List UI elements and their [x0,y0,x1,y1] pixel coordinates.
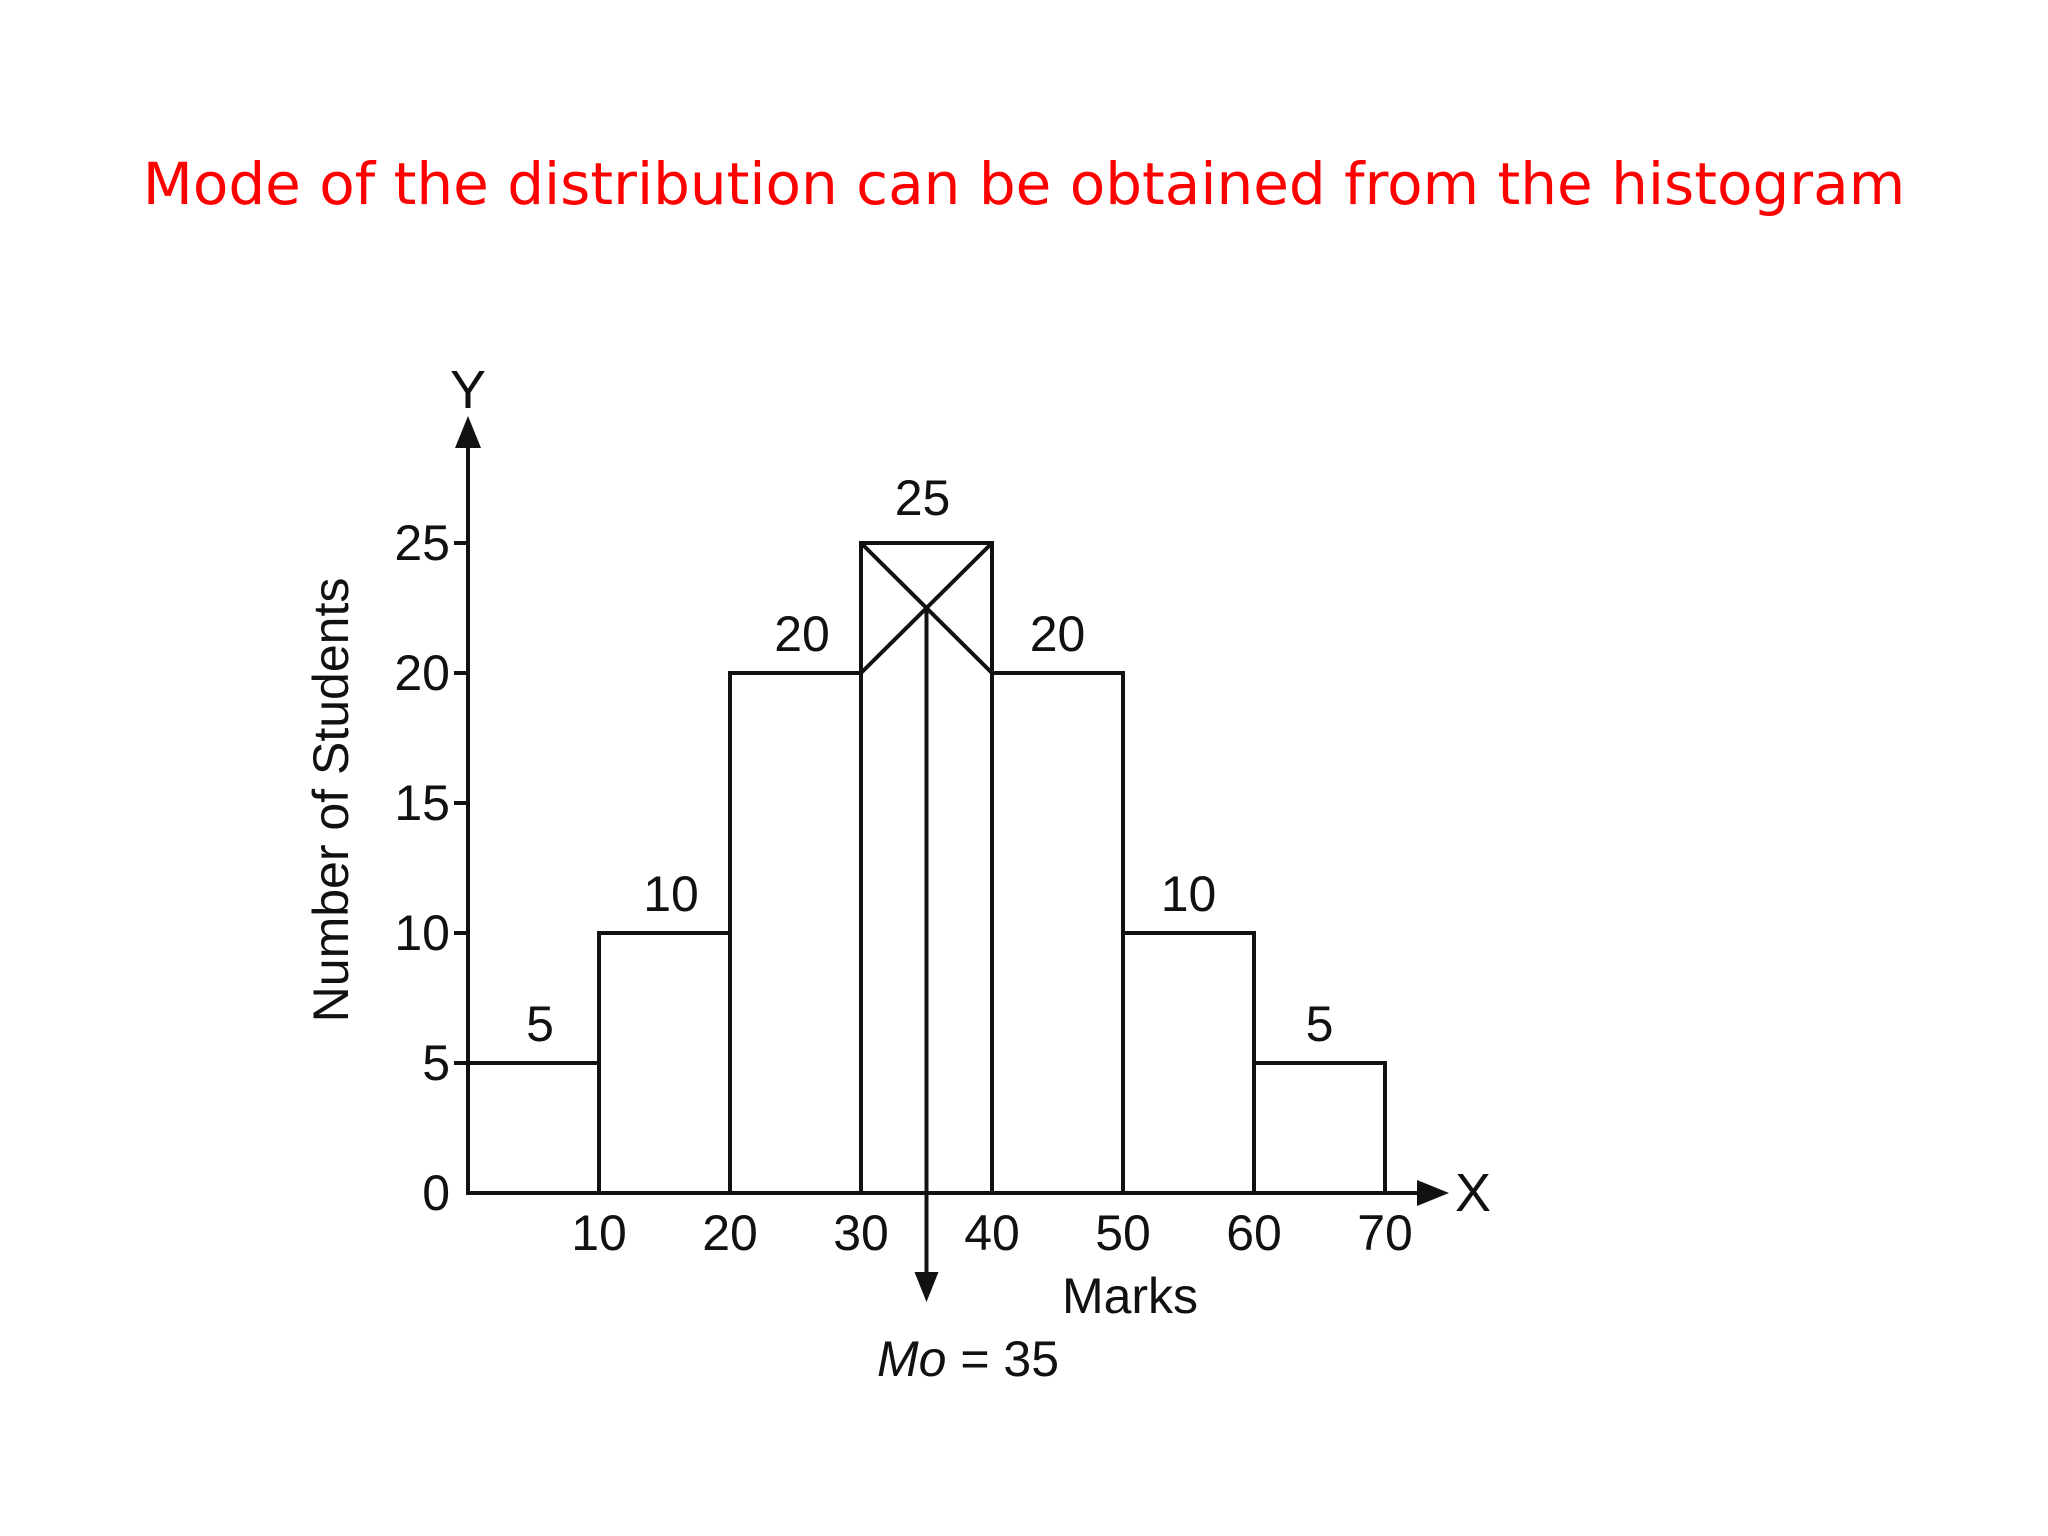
x-tick-label: 20 [702,1205,758,1261]
x-axis-title: Marks [1062,1268,1198,1324]
y-axis-title: Number of Students [303,578,359,1023]
y-tick-label: 20 [394,645,450,701]
histogram-bar [1252,1061,1387,1195]
histogram-bar [597,931,732,1195]
x-tick-label: 40 [964,1205,1020,1261]
x-axis-arrow-head [1417,1180,1449,1206]
y-tick-label: 25 [394,515,450,571]
x-tick-label: 50 [1095,1205,1151,1261]
bar-data-label: 25 [895,470,951,526]
y-axis-arrow-head [455,416,481,448]
x-axis-letter: X [1455,1163,1491,1223]
y-axis-letter: Y [450,360,486,420]
histogram-bar [728,671,863,1195]
histogram-bar [990,671,1125,1195]
x-tick-label: 70 [1357,1205,1413,1261]
x-tick-label: 60 [1226,1205,1282,1261]
x-tick-label: 10 [571,1205,627,1261]
bar-data-label: 20 [774,606,830,662]
y-tick-label: 15 [394,775,450,831]
mode-annotation: Mo = 35 [877,1331,1059,1387]
histogram-bar [1121,931,1256,1195]
bar-data-label: 10 [1161,866,1217,922]
bar-data-label: 5 [1306,996,1334,1052]
mode-arrow-head [914,1272,939,1302]
y-tick-label: 5 [422,1035,450,1091]
bar-data-label: 5 [526,996,554,1052]
y-tick-label: 10 [394,905,450,961]
slide-title: Mode of the distribution can be obtained… [142,150,1906,218]
x-tick-label: 30 [833,1205,889,1261]
bar-data-label: 10 [643,866,699,922]
y-tick-label: 0 [422,1165,450,1221]
bar-data-label: 20 [1030,606,1086,662]
histogram-bar [466,1061,601,1195]
